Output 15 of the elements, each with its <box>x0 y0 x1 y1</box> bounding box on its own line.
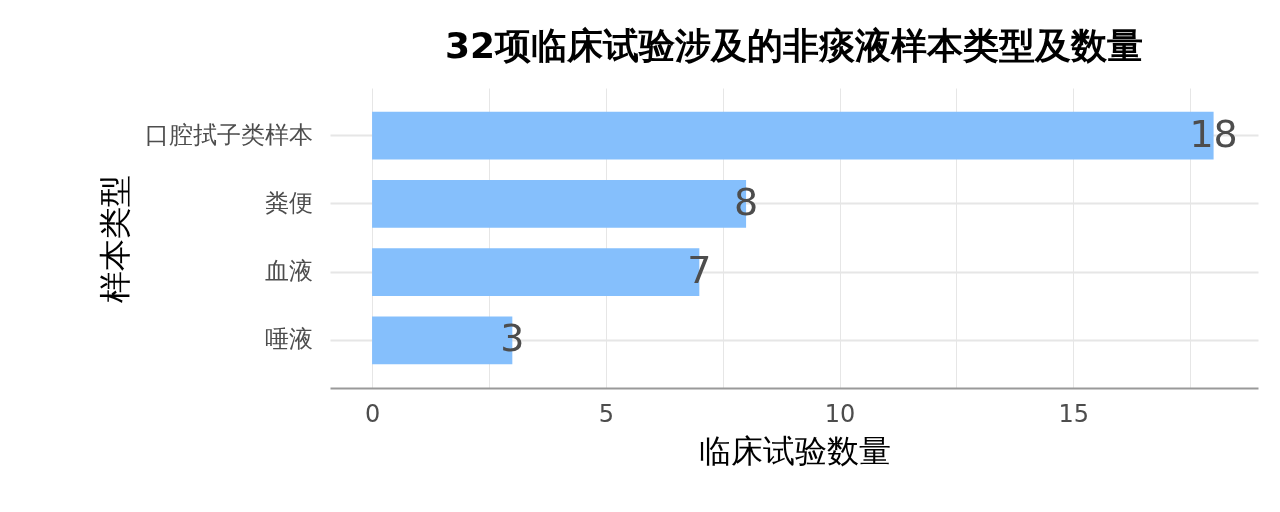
data-label: 8 <box>733 179 759 224</box>
y-axis-title: 样本类型 <box>95 174 134 303</box>
data-label: 18 <box>1189 111 1238 156</box>
data-label: 3 <box>500 316 525 361</box>
x-tick-label: 0 <box>364 399 381 428</box>
x-axis-title: 临床试验数量 <box>698 431 891 470</box>
chart-title: 32项临床试验涉及的非痰液样本类型及数量 <box>444 25 1144 66</box>
x-tick-label: 10 <box>824 399 856 428</box>
x-tick-label: 5 <box>598 399 614 428</box>
y-tick-label: 口腔拭子类样本 <box>144 120 313 149</box>
y-tick-label: 粪便 <box>264 188 313 217</box>
y-tick-label: 血液 <box>264 257 313 286</box>
x-tick-label: 15 <box>1058 399 1090 428</box>
data-label: 7 <box>687 248 712 293</box>
y-tick-label: 唾液 <box>264 325 313 354</box>
